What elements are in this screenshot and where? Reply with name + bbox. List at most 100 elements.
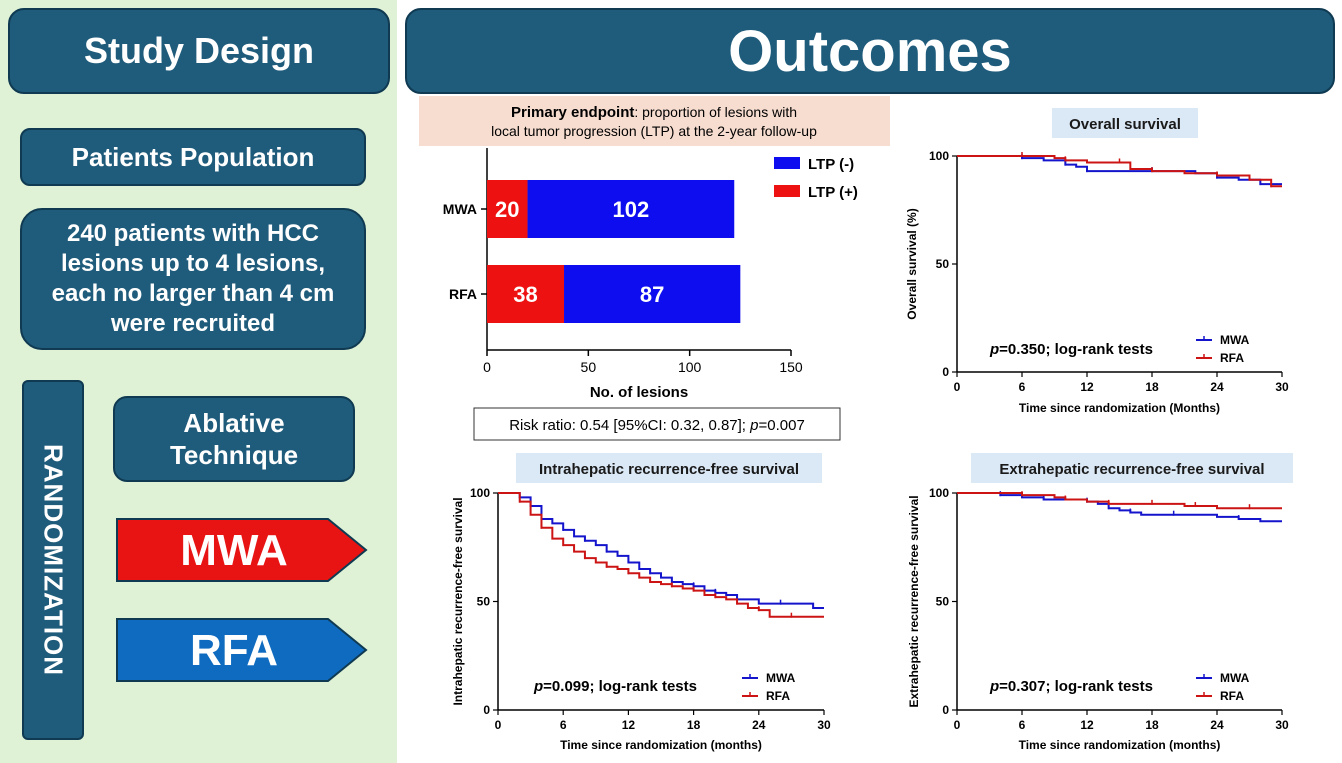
y-axis-label: Intrahepatic recurrence-free survival [451,497,465,705]
population-line: 240 patients with HCC [66,220,320,247]
bar-segment [487,265,565,323]
technique-line: Technique [169,440,299,470]
y-tick-label: 0 [942,703,949,717]
y-tick-label: 100 [470,486,490,500]
legend-label: MWA [1220,671,1250,685]
x-tick-label: 0 [495,718,502,732]
study-design-header: Study Design [8,8,390,94]
y-tick-label: MWA [443,201,477,217]
x-tick-label: 30 [817,718,831,732]
population-line: lesions up to 4 lesions, [60,250,326,277]
x-axis-label: No. of lesions [590,384,688,401]
x-tick-label: 12 [1080,718,1094,732]
study-design-panel: Study Design Patients Population 240 pat… [0,0,397,763]
population-line: each no larger than 4 cm [51,280,335,307]
x-tick-label: 150 [779,359,803,375]
survival-curve-mwa [957,492,1282,523]
legend-label: LTP (-) [808,156,854,173]
y-tick-label: 0 [942,365,949,379]
legend-swatch [774,157,800,169]
bar-value-label: 38 [513,282,537,307]
bar-value-label: 102 [613,197,650,222]
y-tick-label: 50 [936,257,950,271]
legend-label: RFA [766,689,790,703]
mwa-arrow: MWA [116,518,368,582]
p-value-text: p=0.099; log-rank tests [533,678,697,695]
legend-label: RFA [1220,689,1244,703]
bar-segment [564,265,741,323]
survival-curve-rfa [498,492,824,618]
x-tick-label: 18 [1145,718,1159,732]
x-tick-label: 0 [954,718,961,732]
y-tick-label: 50 [936,595,950,609]
primary-endpoint-bar-chart: Primary endpoint: proportion of lesions … [419,96,890,441]
chart-title: Intrahepatic recurrence-free survival [539,461,799,478]
rfa-arrow-shape [116,618,368,682]
x-tick-label: 18 [687,718,701,732]
y-axis-label: Overall survival (%) [905,208,919,319]
x-tick-label: 30 [1275,718,1289,732]
x-tick-label: 24 [1210,380,1224,394]
bar-value-label: 87 [640,282,664,307]
chart-title: Overall survival [1069,116,1181,133]
population-line: were recruited [110,310,276,337]
x-tick-label: 12 [622,718,636,732]
x-axis-label: Time since randomization (months) [1019,738,1221,752]
patients-population-title: Patients Population [20,128,366,186]
rfa-arrow: RFA [116,618,368,682]
endpoint-title-line1: Primary endpoint: proportion of lesions … [511,104,797,121]
intrahepatic-survival-chart: Intrahepatic recurrence-free survival 0 6 1… [451,453,831,752]
chart-title-background [1052,108,1198,138]
chart-title-background [971,453,1293,483]
outcomes-header: Outcomes [405,8,1335,94]
x-axis-label: Time since randomization (months) [560,738,762,752]
risk-ratio-box [473,407,841,441]
overall-survival-chart: Overall survival 0 6 12 18 24 30 0 50 100 Time sin… [905,108,1289,415]
bar-segment [527,180,735,238]
randomization-label: RANDOMIZATION [38,443,69,677]
endpoint-title-background [419,96,890,146]
randomization-box: RANDOMIZATION [22,380,84,740]
legend-label: RFA [1220,351,1244,365]
extrahepatic-survival-chart: Extrahepatic recurrence-free survival 0 6 1… [907,453,1293,752]
population-description: 240 patients with HCC lesions up to 4 le… [20,208,366,350]
risk-ratio-text: Risk ratio: 0.54 [95%CI: 0.32, 0.87]; p=… [509,417,805,434]
x-tick-label: 100 [678,359,702,375]
x-tick-label: 30 [1275,380,1289,394]
x-tick-label: 6 [1019,718,1026,732]
x-axis-label: Time since randomization (Months) [1019,401,1220,415]
survival-curve-rfa [957,155,1282,188]
x-tick-label: 12 [1080,380,1094,394]
x-tick-label: 18 [1145,380,1159,394]
y-tick-label: 100 [929,149,949,163]
x-tick-label: 6 [560,718,567,732]
mwa-arrow-label: MWA [180,526,288,575]
x-tick-label: 50 [581,359,597,375]
legend-label: MWA [1220,333,1250,347]
y-tick-label: 100 [929,486,949,500]
chart-title: Extrahepatic recurrence-free survival [999,461,1264,478]
mwa-arrow-shape [116,518,368,582]
y-axis-label: Extrahepatic recurrence-free survival [907,495,921,707]
x-tick-label: 0 [954,380,961,394]
y-tick-label: 0 [483,703,490,717]
rfa-arrow-label: RFA [190,626,278,675]
p-value-text: p=0.350; log-rank tests [989,341,1153,358]
x-tick-label: 24 [1210,718,1224,732]
x-tick-label: 6 [1019,380,1026,394]
legend-label: MWA [766,671,796,685]
x-tick-label: 0 [483,359,491,375]
x-tick-label: 24 [752,718,766,732]
y-tick-label: RFA [449,286,477,302]
legend-swatch [774,185,800,197]
ablative-technique-box: Ablative Technique [113,396,355,482]
chart-title-background [516,453,822,483]
legend-label: LTP (+) [808,184,858,201]
bar-segment [487,180,528,238]
endpoint-title-line2: local tumor progression (LTP) at the 2-y… [491,123,817,139]
bar-value-label: 20 [495,197,519,222]
survival-curve-mwa [498,492,824,610]
y-tick-label: 50 [477,595,491,609]
technique-line: Ablative [183,408,285,438]
p-value-text: p=0.307; log-rank tests [989,678,1153,695]
